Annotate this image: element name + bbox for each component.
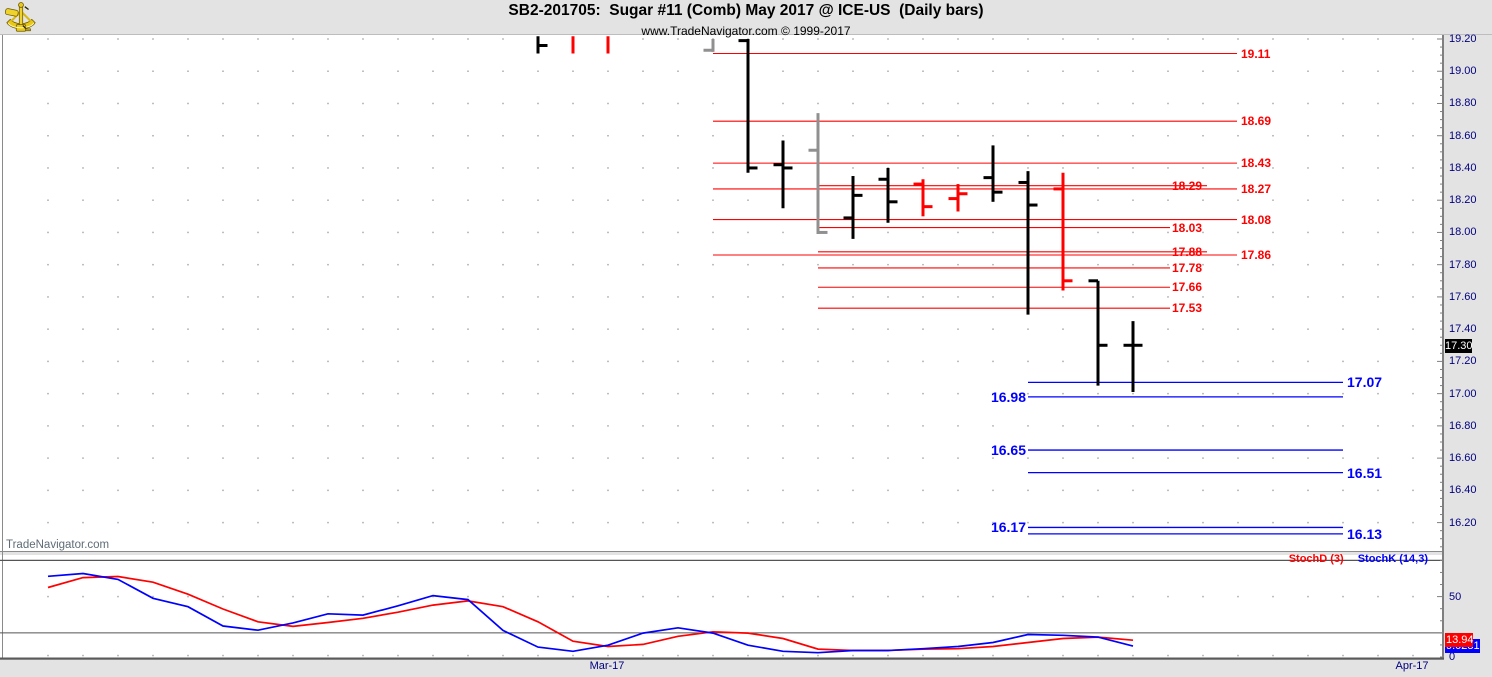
price-axis-ticks [1437, 38, 1444, 548]
panel-separator[interactable] [0, 551, 1442, 555]
ohlc-bars [536, 36, 1143, 393]
legend-stochk[interactable]: StochK (14,3) [1357, 553, 1428, 565]
legend-stochd[interactable]: StochD (3) [1288, 553, 1344, 565]
stoch-curve-d [47, 575, 1134, 652]
chart-title: SB2-201705: Sugar #11 (Comb) May 2017 @ … [508, 2, 984, 19]
stochastic-curves [47, 572, 1134, 654]
sextant-logo-icon [4, 2, 36, 32]
stoch-axis-ticks [1437, 559, 1444, 658]
chart-subtitle: www.TradeNavigator.com © 1999-2017 [641, 24, 851, 38]
stoch-curve-k [47, 572, 1134, 654]
chart-left-border [2, 35, 3, 659]
chart-header: SB2-201705: Sugar #11 (Comb) May 2017 @ … [0, 0, 1492, 35]
level-lines [713, 52, 1343, 535]
stochastic-panel[interactable] [3, 555, 1442, 657]
time-axis-strip[interactable] [0, 659, 1492, 677]
price-axis-strip[interactable] [1442, 35, 1492, 677]
stochastic-legend: StochD (3) StochK (14,3) [1289, 553, 1428, 565]
grid-dots [47, 38, 1414, 657]
